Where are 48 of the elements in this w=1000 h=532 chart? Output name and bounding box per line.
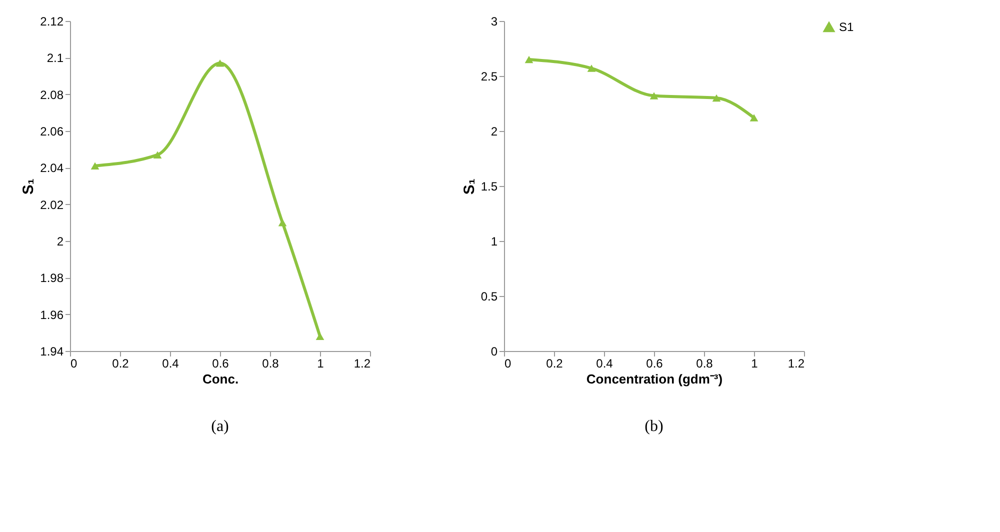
x-tick-label: 0.8 xyxy=(262,356,280,370)
y-tick-label: 2 xyxy=(56,234,64,248)
x-tick-label: 0.8 xyxy=(696,356,714,370)
legend-label: S1 xyxy=(839,20,854,34)
x-tick-label: 0 xyxy=(504,356,512,370)
y-tick-label: 1 xyxy=(490,234,498,248)
x-tick-label: 1 xyxy=(751,356,758,370)
x-tick-label: 1 xyxy=(317,356,324,370)
y-tick-label: 1.98 xyxy=(40,271,64,286)
x-tick-label: 1.2 xyxy=(788,356,805,370)
x-tick-label: 0.6 xyxy=(212,356,230,370)
y-tick-label: 2.08 xyxy=(40,88,64,102)
x-tick-label: 0.2 xyxy=(546,356,564,370)
y-tick-label: 2 xyxy=(490,124,498,138)
point xyxy=(316,332,324,340)
text: (a) xyxy=(211,418,229,435)
point xyxy=(650,92,658,100)
y-tick-label: 2.02 xyxy=(40,198,64,212)
y-tick-label: 2.04 xyxy=(40,161,64,176)
y-tick-label: 2.5 xyxy=(480,70,498,84)
point xyxy=(153,151,162,158)
x-tick-label: 0.4 xyxy=(162,356,180,370)
x-tick-label: 1.2 xyxy=(354,356,371,370)
point xyxy=(216,60,224,67)
point xyxy=(278,219,287,226)
y-axis-title: S₁ xyxy=(460,178,478,195)
x-tick-label: 0.4 xyxy=(596,356,614,370)
point xyxy=(90,162,100,170)
y-axis-title: S₁ xyxy=(20,178,38,195)
point xyxy=(712,94,721,102)
y-tick-label: 3 xyxy=(490,14,498,28)
y-tick-label: 1.5 xyxy=(480,180,498,194)
y-tick-label: 0 xyxy=(490,344,498,358)
y-tick-label: 1.94 xyxy=(40,344,64,358)
x-tick-label: 0.6 xyxy=(646,356,664,370)
x-axis-title: Conc. xyxy=(202,372,239,386)
x-tick-label: 0.2 xyxy=(112,356,130,370)
y-tick-label: 1.96 xyxy=(40,308,64,322)
x-axis-title: Concentration (gdm⁻³) xyxy=(586,372,723,386)
y-tick-label: 2.06 xyxy=(40,124,64,138)
point xyxy=(750,114,758,122)
y-tick-label: 2.1 xyxy=(46,51,64,66)
x-tick-label: 0 xyxy=(70,356,78,370)
point xyxy=(524,56,534,64)
text: (b) xyxy=(644,418,664,435)
y-tick-label: 0.5 xyxy=(480,290,498,304)
y-tick-label: 2.12 xyxy=(40,14,64,28)
point xyxy=(587,64,596,72)
